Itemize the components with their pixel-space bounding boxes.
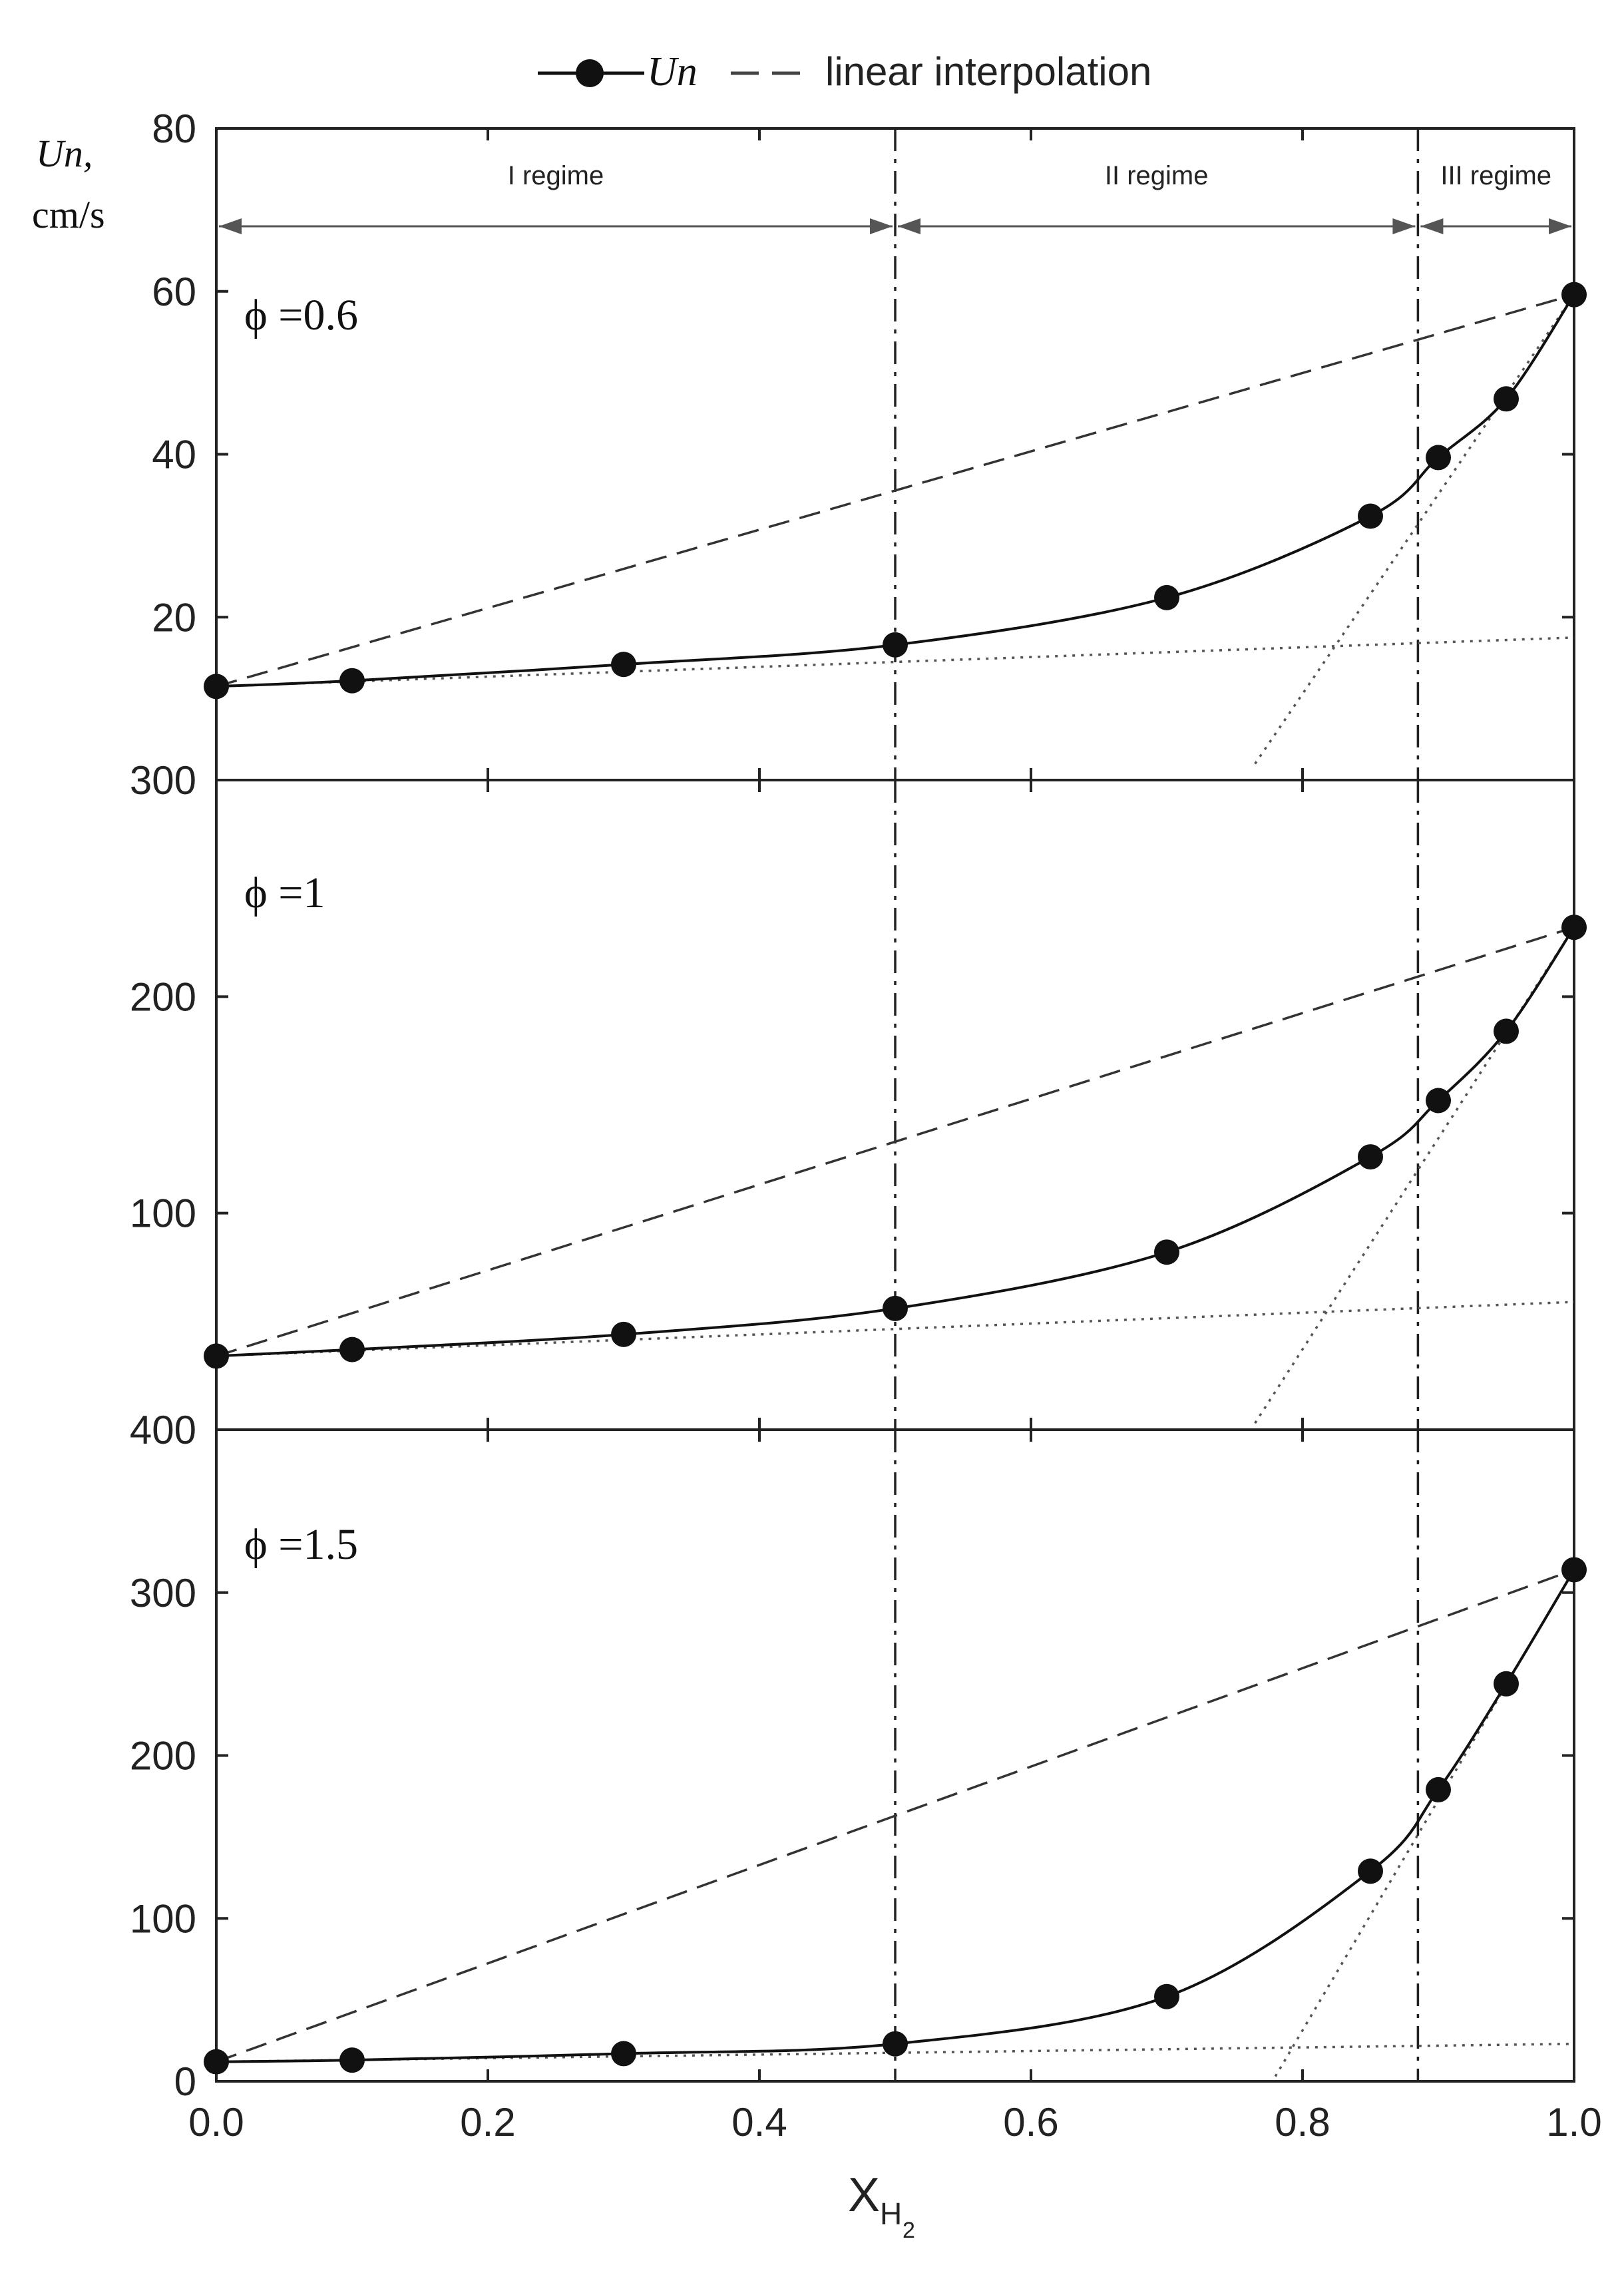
series-un-point xyxy=(1358,1144,1383,1170)
series-un-point xyxy=(883,2031,908,2057)
series-un-point xyxy=(883,1295,908,1321)
series-un-point xyxy=(204,2049,229,2075)
series-un-point xyxy=(1154,1983,1179,2009)
series-un-line xyxy=(216,927,1575,1358)
dotted-reference-line xyxy=(1254,927,1575,1424)
y-tick-label: 20 xyxy=(152,595,196,640)
y-tick-label: 40 xyxy=(152,433,196,477)
panel-phi-1-5: ϕ =1.5 0 100 200 300 400 0.0 0.2 0.4 0.6 0.8 1.0 xyxy=(130,1408,1602,2145)
panel-label: ϕ =0.6 xyxy=(244,291,358,339)
regime-arrow-head-right xyxy=(1392,218,1416,234)
regime-arrows xyxy=(219,218,1571,234)
x-axis-title-main: X xyxy=(848,2168,880,2222)
series-un-point xyxy=(1494,1671,1519,1697)
regime-arrow-head-left xyxy=(898,218,920,234)
series-un-line xyxy=(216,1569,1575,2063)
legend: Un linear interpolation xyxy=(538,49,1151,95)
y-tick-label: 400 xyxy=(130,1408,196,1452)
panel-label: ϕ =1 xyxy=(244,869,325,917)
series-un-point xyxy=(1426,1088,1451,1114)
series-un-point xyxy=(611,1321,636,1347)
legend-interp-label: linear interpolation xyxy=(825,49,1151,94)
y-tick-label: 100 xyxy=(130,1896,196,1941)
series-un-point xyxy=(611,2041,636,2067)
series-un-point xyxy=(1561,915,1587,940)
y-axis-title-line2: cm/s xyxy=(32,193,105,236)
interpolation-line xyxy=(216,926,1575,1358)
y-tick-label: 80 xyxy=(152,106,196,151)
series-un-point xyxy=(883,632,908,658)
regime-label-2: II regime xyxy=(1105,161,1209,190)
series-un-point xyxy=(204,674,229,700)
dotted-reference-line xyxy=(216,636,1575,688)
series-un-point xyxy=(204,1343,229,1369)
series-un-point xyxy=(1426,1776,1451,1802)
regime-arrow-head-left xyxy=(219,218,242,234)
y-tick-label: 300 xyxy=(130,758,196,803)
x-axis-title: X H 2 xyxy=(848,2168,915,2243)
x-tick-label: 0.6 xyxy=(1003,2100,1058,2145)
series-un-point xyxy=(339,668,365,694)
panel-label: ϕ =1.5 xyxy=(244,1520,358,1569)
y-tick-label: 300 xyxy=(130,1571,196,1615)
x-tick-label: 1.0 xyxy=(1546,2100,1601,2145)
x-tick-label: 0.2 xyxy=(460,2100,515,2145)
regime-arrow-head-right xyxy=(1549,218,1571,234)
y-tick-label: 200 xyxy=(130,974,196,1019)
regime-label-1: I regime xyxy=(508,161,604,190)
dotted-reference-line xyxy=(216,1301,1575,1358)
series-un-point xyxy=(1426,445,1451,471)
panel-phi-0-6: ϕ =0.6 20 40 60 80 xyxy=(152,106,1587,781)
legend-series-marker xyxy=(576,59,604,87)
y-axis-title-line1: Un, xyxy=(36,132,93,175)
series-un-point xyxy=(1494,1018,1519,1044)
x-tick-label: 0.8 xyxy=(1275,2100,1330,2145)
legend-series-label: Un xyxy=(647,49,698,95)
x-axis-title-subscript: H xyxy=(880,2196,902,2231)
series-un-point xyxy=(1561,282,1587,308)
series-un-line xyxy=(216,294,1575,688)
dotted-reference-line xyxy=(1254,294,1575,765)
panel-phi-1: ϕ =1 100 200 300 xyxy=(130,758,1587,1431)
x-axis-title-subsub: 2 xyxy=(903,2218,915,2243)
interpolation-line xyxy=(216,1568,1575,2063)
series-un-point xyxy=(1561,1557,1587,1583)
y-tick-label: 200 xyxy=(130,1734,196,1778)
regime-label-3: III regime xyxy=(1440,161,1551,190)
x-tick-label: 0.4 xyxy=(731,2100,787,2145)
y-tick-label: 100 xyxy=(130,1191,196,1236)
regime-arrow-head-left xyxy=(1420,218,1444,234)
x-tick-label: 0.0 xyxy=(188,2100,244,2145)
y-tick-label: 60 xyxy=(152,270,196,314)
y-tick-label: 0 xyxy=(174,2059,196,2104)
regime-arrow-head-right xyxy=(870,218,893,234)
series-un-point xyxy=(1358,1858,1383,1884)
series-un-point xyxy=(1494,386,1519,412)
series-un-point xyxy=(1154,584,1179,610)
series-un-point xyxy=(611,652,636,678)
series-un-point xyxy=(1154,1239,1179,1265)
regime-annotations: I regime II regime III regime xyxy=(219,161,1571,234)
series-un-point xyxy=(339,1337,365,1362)
series-un-point xyxy=(1358,503,1383,529)
interpolation-line xyxy=(216,293,1575,688)
series-un-point xyxy=(339,2047,365,2073)
